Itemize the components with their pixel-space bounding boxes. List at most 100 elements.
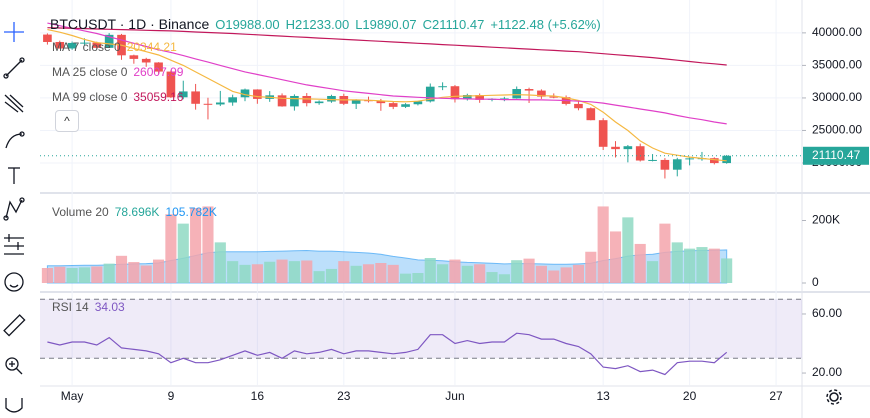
candle-body — [166, 71, 176, 98]
candle-body — [450, 86, 460, 100]
y-tick-label: 20.00 — [812, 365, 842, 379]
rsi-title: RSI 14 — [52, 300, 89, 314]
volume-bar — [66, 268, 78, 283]
ruler-tool[interactable] — [3, 314, 26, 337]
candle-body — [129, 55, 139, 59]
last-price-box — [803, 146, 869, 165]
candle-body — [401, 104, 410, 107]
volume-bar — [659, 223, 671, 283]
collapse-button[interactable]: ^ — [55, 110, 79, 132]
volume-bar — [721, 258, 733, 283]
candle-body — [425, 86, 435, 102]
y-tick-label: 60.00 — [812, 306, 842, 320]
x-tick-label: 13 — [596, 389, 610, 403]
brush-tool[interactable] — [5, 131, 25, 149]
volume-bar — [103, 263, 115, 283]
volume-bar — [708, 248, 720, 283]
ma-name: MA 99 close 0 — [52, 90, 128, 104]
volume-bar — [585, 251, 597, 283]
volume-bar — [264, 261, 276, 283]
zoom-tool[interactable] — [5, 357, 23, 375]
volume-bar — [54, 266, 66, 283]
volume-legend[interactable]: Volume 20 78.696K 105.782K — [52, 205, 217, 219]
candle-body — [203, 103, 213, 105]
candle-body — [240, 89, 250, 98]
settings-gear[interactable] — [826, 389, 842, 405]
volume-bar — [128, 262, 140, 283]
candle-body — [302, 95, 312, 104]
magnet-tool[interactable] — [5, 398, 23, 413]
volume-bar — [227, 261, 239, 283]
moving-average-line — [47, 22, 727, 125]
volume-bar — [449, 259, 461, 283]
low-value: L19890.07 — [355, 16, 417, 32]
trend-line-tool[interactable] — [3, 57, 25, 79]
volume-bar — [239, 264, 251, 283]
volume-bar — [41, 268, 53, 283]
volume-bar — [424, 258, 436, 283]
volume-bar — [276, 259, 288, 283]
candle-body — [253, 89, 262, 99]
x-tick-label: Jun — [445, 389, 464, 403]
fib-tool[interactable] — [4, 94, 24, 113]
candle-body — [672, 159, 682, 170]
y-tick-label: 25000.00 — [812, 123, 862, 137]
candle-body — [462, 95, 472, 100]
volume-bar — [437, 264, 449, 283]
candle-body — [512, 89, 522, 99]
candle-body — [598, 120, 608, 147]
volume-bar — [350, 265, 362, 283]
volume-bar — [400, 273, 412, 283]
candle-body — [104, 34, 114, 48]
candle-body — [413, 101, 423, 105]
prediction-tool[interactable] — [4, 234, 24, 255]
candle-body — [154, 62, 163, 72]
y-tick-label: 35000.00 — [812, 58, 862, 72]
y-tick-label: 0 — [812, 275, 819, 289]
volume-bar — [634, 243, 646, 283]
ma25-legend[interactable]: MA 25 close 0 26007.99 — [52, 65, 183, 79]
volume-bar — [362, 264, 375, 283]
volume-bar — [190, 208, 202, 283]
rsi-legend[interactable]: RSI 14 34.03 — [52, 300, 125, 314]
candle-body — [685, 158, 694, 160]
volume-bar — [622, 217, 634, 283]
toolbar — [3, 22, 26, 413]
volume-bar — [548, 270, 560, 283]
pattern-tool[interactable] — [3, 197, 25, 221]
volume-bar — [202, 206, 214, 283]
volume-bar — [609, 231, 622, 283]
volume-bar — [153, 259, 165, 283]
candle-body — [722, 155, 731, 164]
volume-bar — [498, 274, 510, 283]
candle-body — [574, 103, 583, 109]
x-tick-label: May — [61, 389, 84, 403]
emoji-tool[interactable] — [4, 272, 24, 292]
volume-bar — [387, 264, 399, 283]
volume-bar — [288, 261, 300, 283]
ma99-legend[interactable]: MA 99 close 0 35059.16 — [52, 90, 183, 104]
candle-body — [549, 96, 559, 98]
symbol-header: BTCUSDT · 1D · Binance O19988.00 H21233.… — [50, 16, 601, 32]
volume-bar — [214, 242, 226, 283]
volume-bar — [165, 214, 177, 283]
volume-bar — [535, 265, 547, 283]
ma-value: 35059.16 — [133, 90, 184, 104]
candle-body — [80, 42, 89, 44]
volume-bar — [647, 261, 659, 283]
candles — [43, 33, 731, 179]
x-tick-label: 23 — [337, 389, 351, 403]
text-tool[interactable] — [8, 167, 20, 184]
ma7-legend[interactable]: MA 7 close 0 20344.21 — [52, 40, 177, 54]
candle-body — [611, 146, 620, 150]
high-value: H21233.00 — [285, 16, 350, 32]
candle-body — [277, 95, 287, 107]
x-tick-label: 20 — [683, 389, 697, 403]
last-price-label: 21110.47 — [812, 148, 861, 162]
crosshair-tool[interactable] — [4, 22, 24, 42]
symbol-title: BTCUSDT · 1D · Binance — [50, 16, 210, 32]
candle-body — [500, 98, 509, 100]
candle-body — [141, 58, 151, 63]
